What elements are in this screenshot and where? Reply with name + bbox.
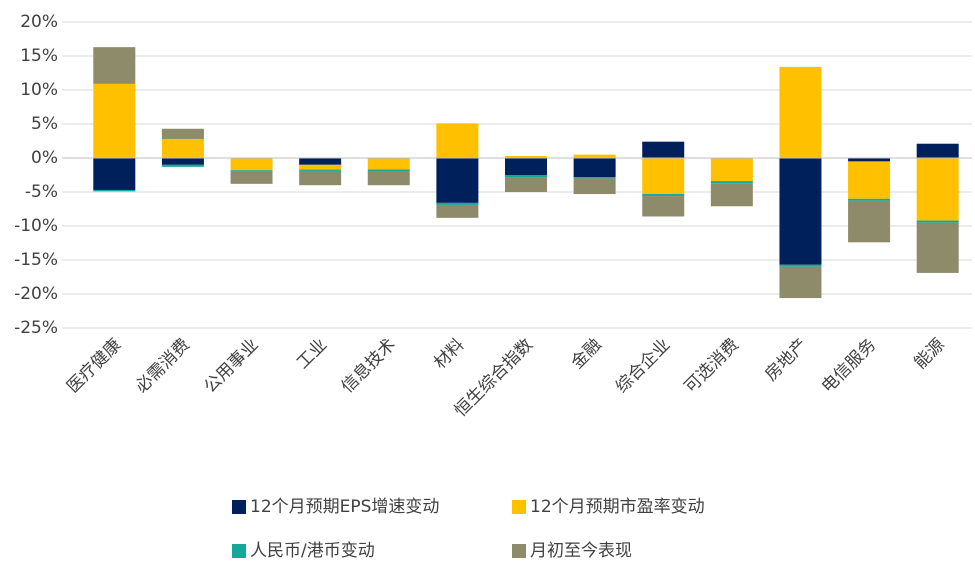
legend-label: 12个月预期市盈率变动 — [530, 497, 705, 517]
bar-segment — [779, 66, 822, 158]
x-tick-label: 能源 — [911, 335, 949, 373]
bar-segment — [916, 158, 959, 221]
bar-segment — [505, 175, 547, 178]
y-tick-label: -20% — [14, 284, 58, 304]
bar-segment — [93, 83, 136, 158]
bar-segment — [642, 196, 685, 217]
bar-segment — [230, 171, 273, 184]
y-tick-label: 0% — [31, 148, 58, 168]
bar-segment — [299, 164, 342, 170]
bar-segment — [573, 177, 616, 179]
bar-segment — [436, 202, 479, 205]
bar-segment — [642, 141, 685, 158]
bar-segment — [367, 169, 410, 172]
x-tick-label: 信息技术 — [338, 335, 400, 397]
bar-segment — [642, 158, 685, 195]
legend-label: 月初至今表现 — [530, 541, 632, 561]
x-tick-label: 房地产 — [761, 335, 811, 385]
bar-segment — [367, 158, 410, 170]
bar-segment — [710, 181, 753, 184]
bar-segment — [161, 138, 204, 158]
legend-swatch — [232, 544, 246, 558]
legend-label: 12个月预期EPS增速变动 — [250, 497, 439, 517]
bar-segment — [916, 222, 959, 273]
bar-segment — [230, 170, 273, 172]
legend-swatch — [512, 500, 526, 514]
bar-segment — [93, 47, 136, 84]
legend-swatch — [512, 544, 526, 558]
bar-segment — [299, 170, 342, 186]
bar-segment — [230, 158, 273, 171]
bar-segment — [848, 198, 891, 201]
x-tick-label: 金融 — [568, 335, 606, 373]
bar-segment — [642, 194, 685, 197]
x-tick-label: 医疗健康 — [63, 335, 125, 397]
bar-segment — [161, 158, 204, 165]
bar-segment — [710, 183, 753, 207]
x-tick-label: 综合企业 — [612, 335, 674, 397]
bar-segment — [848, 161, 891, 199]
legend-label: 人民币/港币变动 — [250, 541, 375, 561]
y-tick-label: -5% — [25, 182, 58, 202]
bar-segment — [436, 158, 479, 203]
x-tick-label: 材料 — [430, 335, 468, 373]
bar-segment — [848, 158, 891, 162]
x-tick-label: 必需消费 — [132, 335, 194, 397]
bar-segment — [779, 158, 822, 265]
y-tick-label: 10% — [20, 80, 58, 100]
x-tick-label: 公用事业 — [200, 335, 262, 397]
bar-segment — [93, 158, 136, 190]
bar-segment — [505, 158, 547, 175]
bar-segment — [161, 128, 204, 139]
bar-segment — [505, 177, 547, 192]
y-tick-label: -15% — [14, 250, 58, 270]
y-tick-label: -25% — [14, 318, 58, 338]
bar-segment — [299, 169, 342, 171]
bar-segment — [436, 123, 479, 158]
bar-segment — [710, 158, 753, 182]
y-tick-label: 5% — [31, 114, 58, 134]
bar-segment — [436, 204, 479, 218]
y-tick-label: 20% — [20, 12, 58, 32]
bar-segment — [779, 264, 822, 267]
y-tick-label: -10% — [14, 216, 58, 236]
bar-segment — [299, 158, 342, 165]
x-tick-label: 工业 — [293, 335, 331, 373]
bar-segment — [573, 154, 616, 158]
bar-segment — [505, 155, 547, 158]
bar-segment — [93, 189, 136, 192]
bar-segment — [573, 158, 616, 178]
x-tick-label: 可选消费 — [681, 335, 743, 397]
bar-segment — [779, 266, 822, 299]
bar-segment — [161, 164, 204, 167]
bar-segment — [916, 143, 959, 158]
x-tick-label: 电信服务 — [818, 335, 880, 397]
legend-swatch — [232, 500, 246, 514]
bar-segment — [848, 200, 891, 243]
bar-segment — [367, 171, 410, 186]
y-tick-label: 15% — [20, 46, 58, 66]
bar-segment — [916, 220, 959, 223]
bar-segment — [573, 178, 616, 195]
